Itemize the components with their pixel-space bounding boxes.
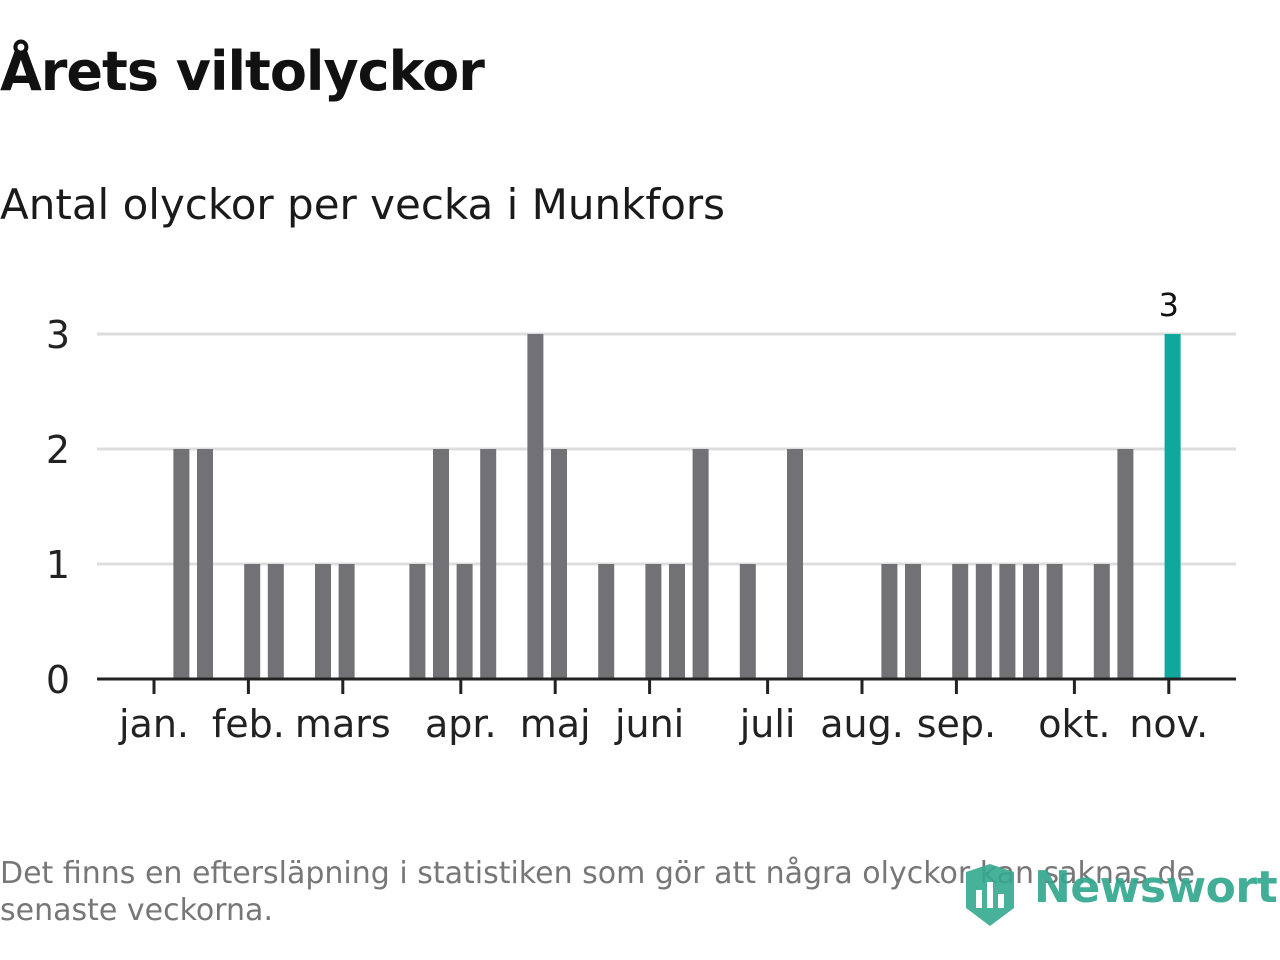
bar <box>197 449 213 679</box>
bar <box>952 564 969 679</box>
bar <box>669 564 685 679</box>
x-tick-label: aug. <box>820 702 904 746</box>
x-tick-label: maj <box>520 702 591 746</box>
bar <box>645 564 662 679</box>
data-label: 3 <box>1159 286 1179 324</box>
bar <box>315 564 331 679</box>
x-tick-label: jan. <box>118 702 189 746</box>
bar <box>173 449 190 679</box>
x-tick-label: nov. <box>1129 702 1208 746</box>
bar <box>244 564 261 679</box>
bar <box>551 449 567 679</box>
bar <box>1093 564 1110 679</box>
x-tick-label: mars <box>295 702 391 746</box>
y-tick-label: 3 <box>46 313 70 357</box>
x-tick-label: juni <box>614 702 684 746</box>
brand-name: Newsworthy <box>1034 862 1280 913</box>
bar <box>338 564 355 679</box>
bar <box>267 564 284 679</box>
bar-chart: 0 1 2 3 3 jan. feb. mars apr. maj juni juli aug. sep.… <box>46 286 1236 746</box>
bar <box>692 449 709 679</box>
bar <box>739 564 756 679</box>
y-tick-label: 1 <box>46 543 70 587</box>
x-tick-label: apr. <box>425 702 497 746</box>
chart-title: Årets viltolyckor <box>0 40 485 103</box>
bar <box>1046 564 1063 679</box>
bar <box>905 564 921 679</box>
bar <box>409 564 426 679</box>
newsworthy-logo-icon <box>966 864 1014 926</box>
x-tick-label: sep. <box>917 702 996 746</box>
y-tick-label: 0 <box>46 658 70 702</box>
x-tick-label: feb. <box>212 702 285 746</box>
y-tick-label: 2 <box>46 428 70 472</box>
chart-subtitle: Antal olyckor per vecka i Munkfors <box>0 180 726 229</box>
bar <box>527 334 544 679</box>
bar <box>975 564 992 679</box>
x-tick-label: juli <box>739 702 796 746</box>
bar <box>598 564 615 679</box>
bar <box>999 564 1016 679</box>
x-tick-label: okt. <box>1038 702 1110 746</box>
bar-highlight <box>1164 334 1181 679</box>
bar <box>1023 564 1039 679</box>
bar <box>1117 449 1134 679</box>
bar <box>433 449 449 679</box>
brand-logo: Newsworthy <box>962 858 1280 928</box>
bar <box>881 564 898 679</box>
bar <box>787 449 803 679</box>
bar <box>456 564 473 679</box>
bar <box>480 449 497 679</box>
